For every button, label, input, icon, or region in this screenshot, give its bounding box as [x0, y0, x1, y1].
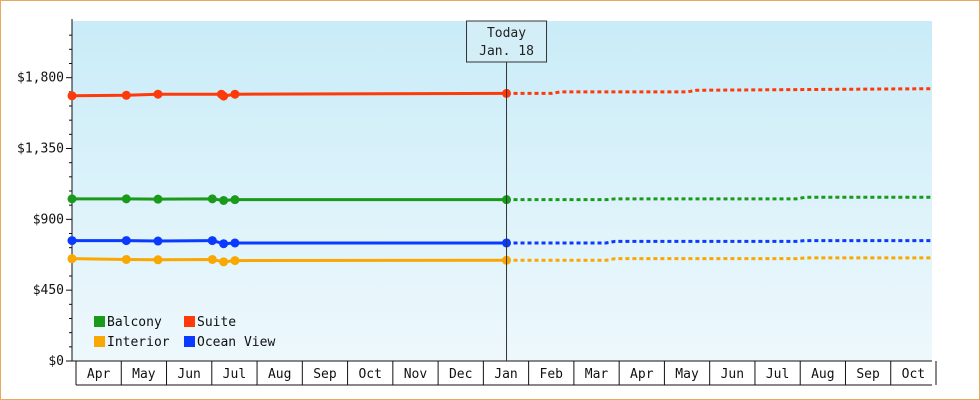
- x-tick-label: Jul: [766, 367, 789, 382]
- legend-swatch: [94, 336, 105, 347]
- y-tick-label: $1,350: [17, 142, 64, 157]
- legend-label: Balcony: [107, 315, 162, 330]
- series-ocean-view: [67, 236, 932, 249]
- x-tick-label: Oct: [902, 367, 925, 382]
- legend-swatch: [184, 336, 195, 347]
- x-tick-label: May: [132, 367, 156, 382]
- data-point: [67, 91, 77, 101]
- x-tick-label: Apr: [87, 367, 111, 382]
- data-point: [121, 194, 131, 204]
- series-suite: [67, 87, 933, 101]
- data-point: [219, 195, 229, 205]
- data-point: [153, 194, 163, 204]
- today-box: [466, 20, 548, 63]
- data-point: [153, 89, 163, 99]
- data-point: [230, 89, 240, 99]
- data-point: [121, 90, 131, 100]
- forecast-line: [506, 256, 932, 262]
- y-tick-label: $900: [33, 212, 64, 227]
- x-tick-label: Jan: [494, 367, 517, 382]
- data-point: [153, 236, 163, 246]
- data-point: [121, 254, 131, 264]
- x-tick-label: Mar: [585, 367, 609, 382]
- data-point: [230, 195, 240, 205]
- data-point: [67, 236, 77, 246]
- legend-label: Ocean View: [197, 335, 275, 350]
- x-tick-label: Dec: [449, 367, 472, 382]
- legend: Balcony Suite Interior Ocean View: [94, 315, 275, 350]
- x-tick-label: Sep: [856, 367, 880, 382]
- series-balcony: [67, 194, 932, 205]
- series-line: [72, 197, 507, 202]
- legend-item-interior: Interior: [94, 335, 170, 350]
- today-date: Jan. 18: [479, 44, 534, 59]
- legend-item-ocean-view: Ocean View: [184, 335, 275, 350]
- data-point: [207, 254, 217, 264]
- x-tick-label: Apr: [630, 367, 654, 382]
- data-point: [230, 238, 240, 248]
- x-tick-label: Jul: [223, 367, 246, 382]
- legend-item-balcony: Balcony: [94, 315, 162, 330]
- y-axis: $0 $450 $900 $1,350 $1,800: [17, 19, 73, 369]
- x-tick-label: Oct: [358, 367, 381, 382]
- data-point: [67, 194, 77, 204]
- y-tick-label: $1,800: [17, 71, 64, 86]
- x-tick-label: Nov: [404, 367, 428, 382]
- today-label: Today: [487, 26, 526, 41]
- x-tick-label: Aug: [268, 367, 291, 382]
- x-tick-label: Aug: [811, 367, 834, 382]
- data-point: [67, 254, 77, 264]
- x-tick-label: Sep: [313, 367, 337, 382]
- y-tick-label: $0: [48, 354, 64, 369]
- legend-label: Suite: [197, 315, 236, 330]
- series-lines: [67, 87, 933, 267]
- data-point: [121, 236, 131, 246]
- data-point: [219, 91, 229, 101]
- today-marker: Today Jan. 18: [466, 20, 548, 361]
- data-point: [153, 255, 163, 265]
- legend-swatch: [184, 316, 195, 327]
- x-tick-label: May: [675, 367, 699, 382]
- forecast-line: [506, 195, 932, 202]
- legend-item-suite: Suite: [184, 315, 236, 330]
- series-interior: [67, 254, 932, 267]
- legend-swatch: [94, 316, 105, 327]
- legend-label: Interior: [107, 335, 170, 350]
- data-point: [230, 256, 240, 266]
- data-point: [207, 194, 217, 204]
- forecast-line: [506, 87, 933, 95]
- x-tick-label: Feb: [540, 367, 564, 382]
- plot-background: [72, 21, 932, 361]
- data-point: [207, 236, 217, 246]
- forecast-line: [506, 239, 932, 245]
- x-tick-label: Jun: [721, 367, 744, 382]
- x-axis: Apr May Jun Jul Aug Sep Oct Nov Dec Jan Feb Mar Apr M…: [72, 360, 937, 386]
- y-tick-label: $450: [33, 283, 64, 298]
- x-tick-label: Jun: [177, 367, 200, 382]
- data-point: [219, 257, 229, 267]
- data-point: [219, 239, 229, 249]
